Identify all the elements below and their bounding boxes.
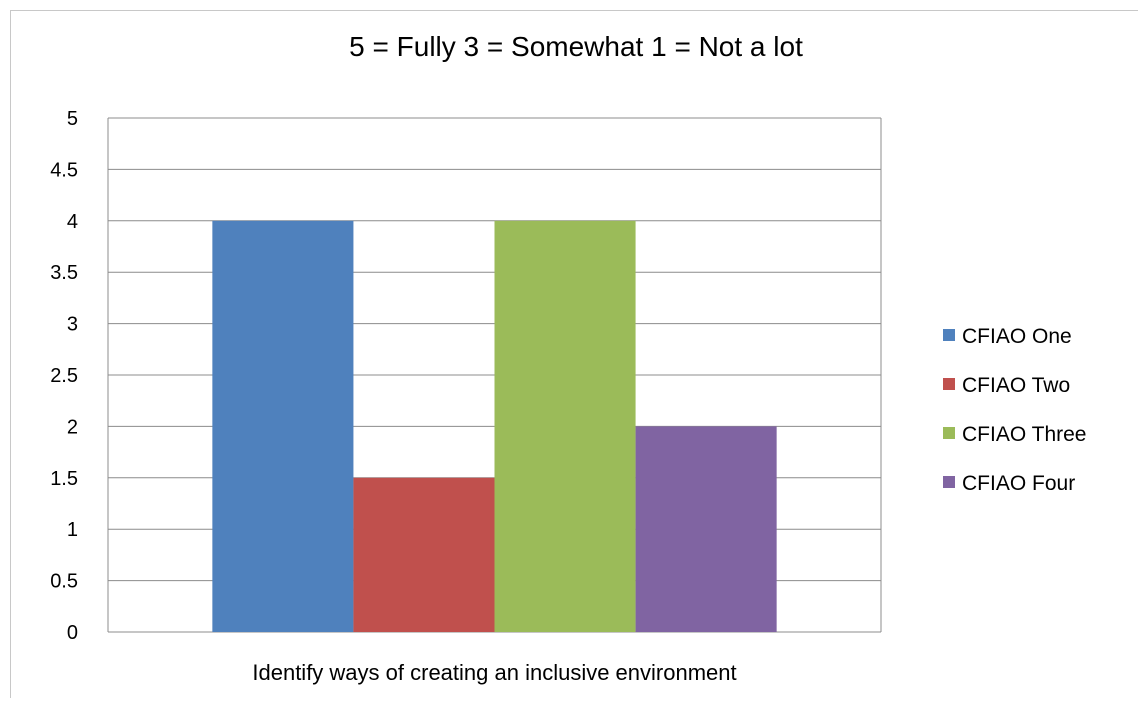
bar-cfiao-two	[353, 477, 495, 632]
legend-label: CFIAO Three	[962, 423, 1086, 446]
legend: CFIAO One CFIAO Two CFIAO Three CFIAO Four	[943, 325, 1086, 495]
legend-swatch	[943, 378, 955, 390]
bar-cfiao-three	[494, 220, 636, 633]
legend-swatch	[943, 427, 955, 439]
x-axis-categories: Identify ways of creating an inclusive e…	[252, 660, 736, 685]
bar-cfiao-four	[635, 426, 777, 632]
y-tick-label: 0.5	[50, 571, 78, 593]
y-tick-label: 1	[67, 519, 78, 541]
y-tick-label: 5	[67, 108, 78, 130]
y-tick-label: 4.5	[50, 159, 78, 181]
legend-label: CFIAO Two	[962, 374, 1070, 397]
chart-title: 5 = Fully 3 = Somewhat 1 = Not a lot	[349, 31, 803, 62]
y-tick-label: 1.5	[50, 468, 78, 490]
y-axis-ticks: 0 0.5 1 1.5 2 2.5 3 3.5 4 4.5 5	[50, 108, 78, 644]
y-tick-label: 2.5	[50, 365, 78, 387]
y-tick-label: 4	[67, 211, 78, 233]
bars	[212, 220, 777, 633]
legend-swatch	[943, 476, 955, 488]
y-tick-label: 2	[67, 416, 78, 438]
y-tick-label: 0	[67, 622, 78, 644]
legend-swatch	[943, 329, 955, 341]
legend-label: CFIAO Four	[962, 472, 1075, 495]
x-category-label: Identify ways of creating an inclusive e…	[252, 660, 736, 685]
y-tick-label: 3.5	[50, 262, 78, 284]
bar-cfiao-one	[212, 220, 354, 633]
legend-label: CFIAO One	[962, 325, 1072, 348]
y-tick-label: 3	[67, 314, 78, 336]
chart-frame	[10, 10, 1138, 698]
